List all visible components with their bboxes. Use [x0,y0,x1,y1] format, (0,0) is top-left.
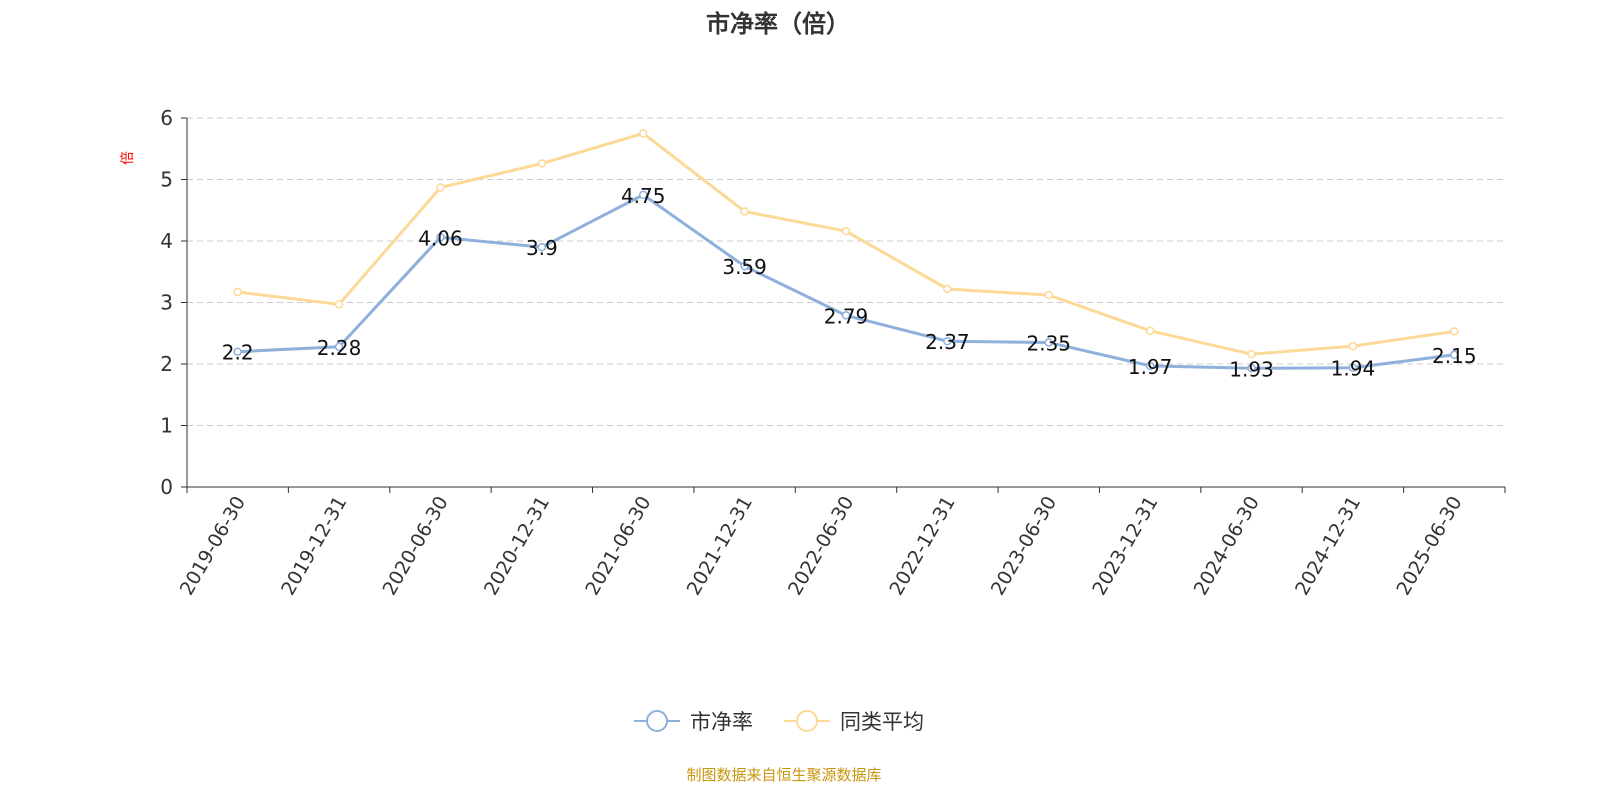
x-tick-label: 2023-12-31 [1088,493,1162,600]
data-label: 1.93 [1229,357,1274,381]
data-point [943,284,952,294]
y-tick-label: 2 [160,352,173,376]
y-tick-label: 5 [160,168,173,192]
x-tick-label: 2021-12-31 [683,493,757,600]
x-tick-label: 2019-06-30 [176,493,250,600]
data-point [1247,364,1256,373]
data-point [233,347,242,356]
chart-title: 市净率（倍） [706,10,850,38]
y-tick-label: 0 [160,475,173,499]
data-label: 3.9 [526,236,558,260]
data-point [638,190,648,200]
x-tick-label: 2024-06-30 [1190,493,1264,600]
legend-label: 市净率 [690,710,753,734]
x-tick-label: 2019-12-31 [277,493,351,600]
data-point [1044,290,1054,300]
x-tick-label: 2025-06-30 [1392,493,1466,600]
data-label: 2.28 [317,336,362,360]
x-tick-label: 2022-06-30 [784,493,858,600]
data-point [1450,350,1459,360]
data-label: 2.2 [222,341,254,365]
data-label: 2.15 [1432,344,1477,368]
x-tick-label: 2020-06-30 [379,493,453,600]
data-point [841,311,851,320]
data-point [1348,363,1358,372]
data-point [740,261,749,271]
data-point [943,336,952,346]
data-point [638,129,648,138]
x-tick-label: 2021-06-30 [581,493,655,600]
data-label: 4.75 [621,184,666,208]
data-point [537,242,547,252]
legend-marker [796,710,818,732]
y-tick-label: 3 [160,291,173,315]
data-point [1450,327,1459,336]
data-point [233,287,242,297]
x-tick-label: 2024-12-31 [1291,493,1365,600]
data-label: 2.35 [1027,331,1072,355]
series-line [237,193,1455,370]
x-tick-label: 2022-12-31 [885,493,959,600]
data-point [537,159,547,168]
data-label: 1.94 [1331,357,1376,381]
data-point [436,183,445,192]
data-label: 1.97 [1128,355,1173,379]
data-point [841,226,851,236]
data-label: 3.59 [722,255,767,279]
legend-label: 同类平均 [840,710,924,734]
data-point [1145,326,1155,336]
data-point [740,207,749,216]
data-point [1145,361,1155,371]
legend-marker [646,710,668,732]
source-note: 制图数据来自恒生聚源数据库 [686,766,881,784]
data-point [334,300,344,309]
y-tick-label: 6 [160,106,173,130]
y-tick-label: 4 [160,229,173,253]
data-point [1044,338,1054,347]
data-point [436,233,445,242]
data-point [1247,349,1256,359]
y-axis-label: 倍 [120,151,136,165]
x-tick-label: 2023-06-30 [987,493,1061,600]
data-label: 2.37 [925,330,970,354]
data-point [1348,341,1358,351]
x-tick-label: 2020-12-31 [480,493,554,600]
data-label: 4.06 [418,226,463,250]
data-point [334,342,344,352]
data-label: 2.79 [824,304,869,328]
y-tick-label: 1 [160,414,173,438]
